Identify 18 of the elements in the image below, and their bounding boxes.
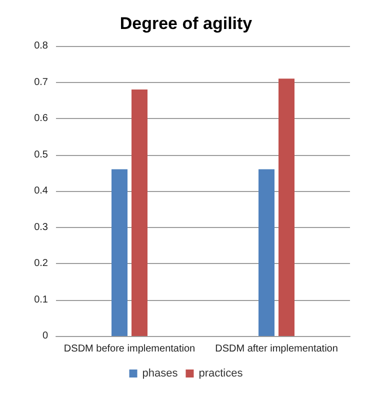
x-tick-label: DSDM after implementation <box>215 344 338 354</box>
y-tick-label: 0.3 <box>34 222 48 233</box>
y-tick-label: 0.6 <box>34 113 48 124</box>
bar <box>258 169 274 336</box>
y-tick-label: 0.7 <box>34 76 48 88</box>
bar <box>278 78 294 336</box>
y-tick-label: 0.5 <box>34 149 48 160</box>
legend-label: phases <box>142 368 178 380</box>
y-tick-label: 0.1 <box>34 294 48 306</box>
y-tick-label: 0.2 <box>34 258 48 269</box>
bar <box>112 169 128 336</box>
y-tick-label: 0 <box>42 330 48 342</box>
bar <box>132 90 148 336</box>
x-tick-label: DSDM before implementation <box>64 344 196 354</box>
y-tick-label: 0.8 <box>34 40 48 52</box>
y-tick-label: 0.4 <box>34 186 48 196</box>
legend-label: practices <box>198 368 244 380</box>
chart-title: Degree of agility <box>120 14 253 33</box>
